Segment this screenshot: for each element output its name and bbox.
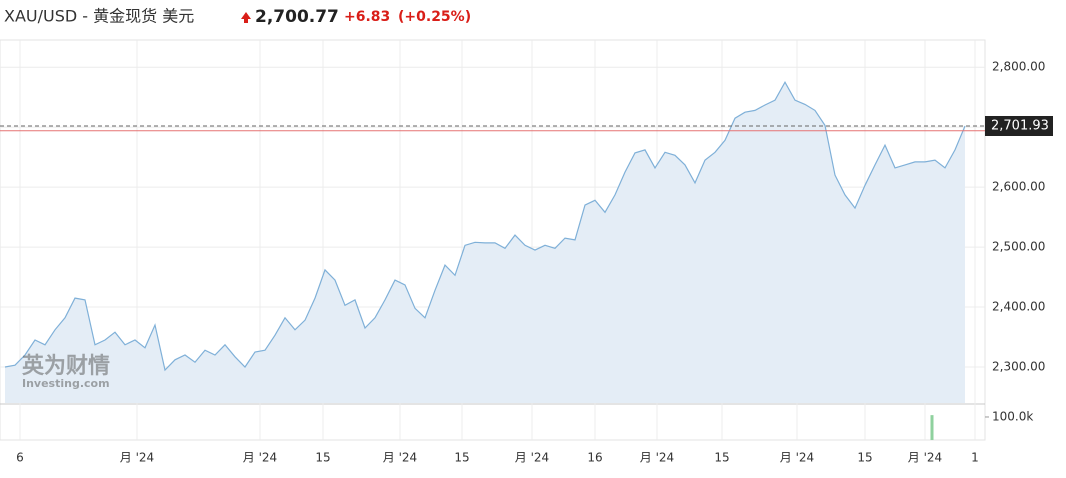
x-tick-label: 月 '24 [243,451,277,465]
x-tick-label: 月 '24 [640,451,674,465]
x-tick-label: 16 [587,451,602,465]
area-fill [5,82,965,403]
y-tick-label: 2,800.00 [992,60,1045,74]
volume-tick-label: 100.0k [992,409,1033,423]
x-tick-label: 月 '24 [383,451,417,465]
x-tick-label: 15 [714,451,729,465]
last-price-label: 2,701.93 [991,118,1049,133]
plot-frame [0,39,986,441]
price: 2,700.77 [255,7,339,27]
x-tick-label: 15 [454,451,469,465]
x-tick-label: 6 [16,451,24,465]
change-pct: (+0.25%) [398,9,471,25]
y-tick-label: 2,500.00 [992,240,1045,254]
x-tick-label: 15 [857,451,872,465]
x-tick-label: 月 '24 [908,451,942,465]
x-tick-label: 月 '24 [780,451,814,465]
last-price-tag [985,115,1053,136]
y-tick-label: 2,400.00 [992,300,1045,314]
volume-bar [930,415,934,440]
y-tick-label: 2,600.00 [992,180,1045,194]
watermark: 英为财情 [22,353,110,379]
price-line [4,80,966,372]
change: +6.83 [344,9,390,25]
symbol: XAU/USD - 黄金现货 美元 [4,7,194,26]
up-arrow [241,12,251,23]
watermark: Investing.com [22,377,110,390]
x-tick-label: 15 [315,451,330,465]
x-tick-label: 月 '24 [120,451,154,465]
y-tick-label: 2,300.00 [992,360,1045,374]
x-tick-label: 1 [971,451,979,465]
x-tick-label: 月 '24 [515,451,549,465]
